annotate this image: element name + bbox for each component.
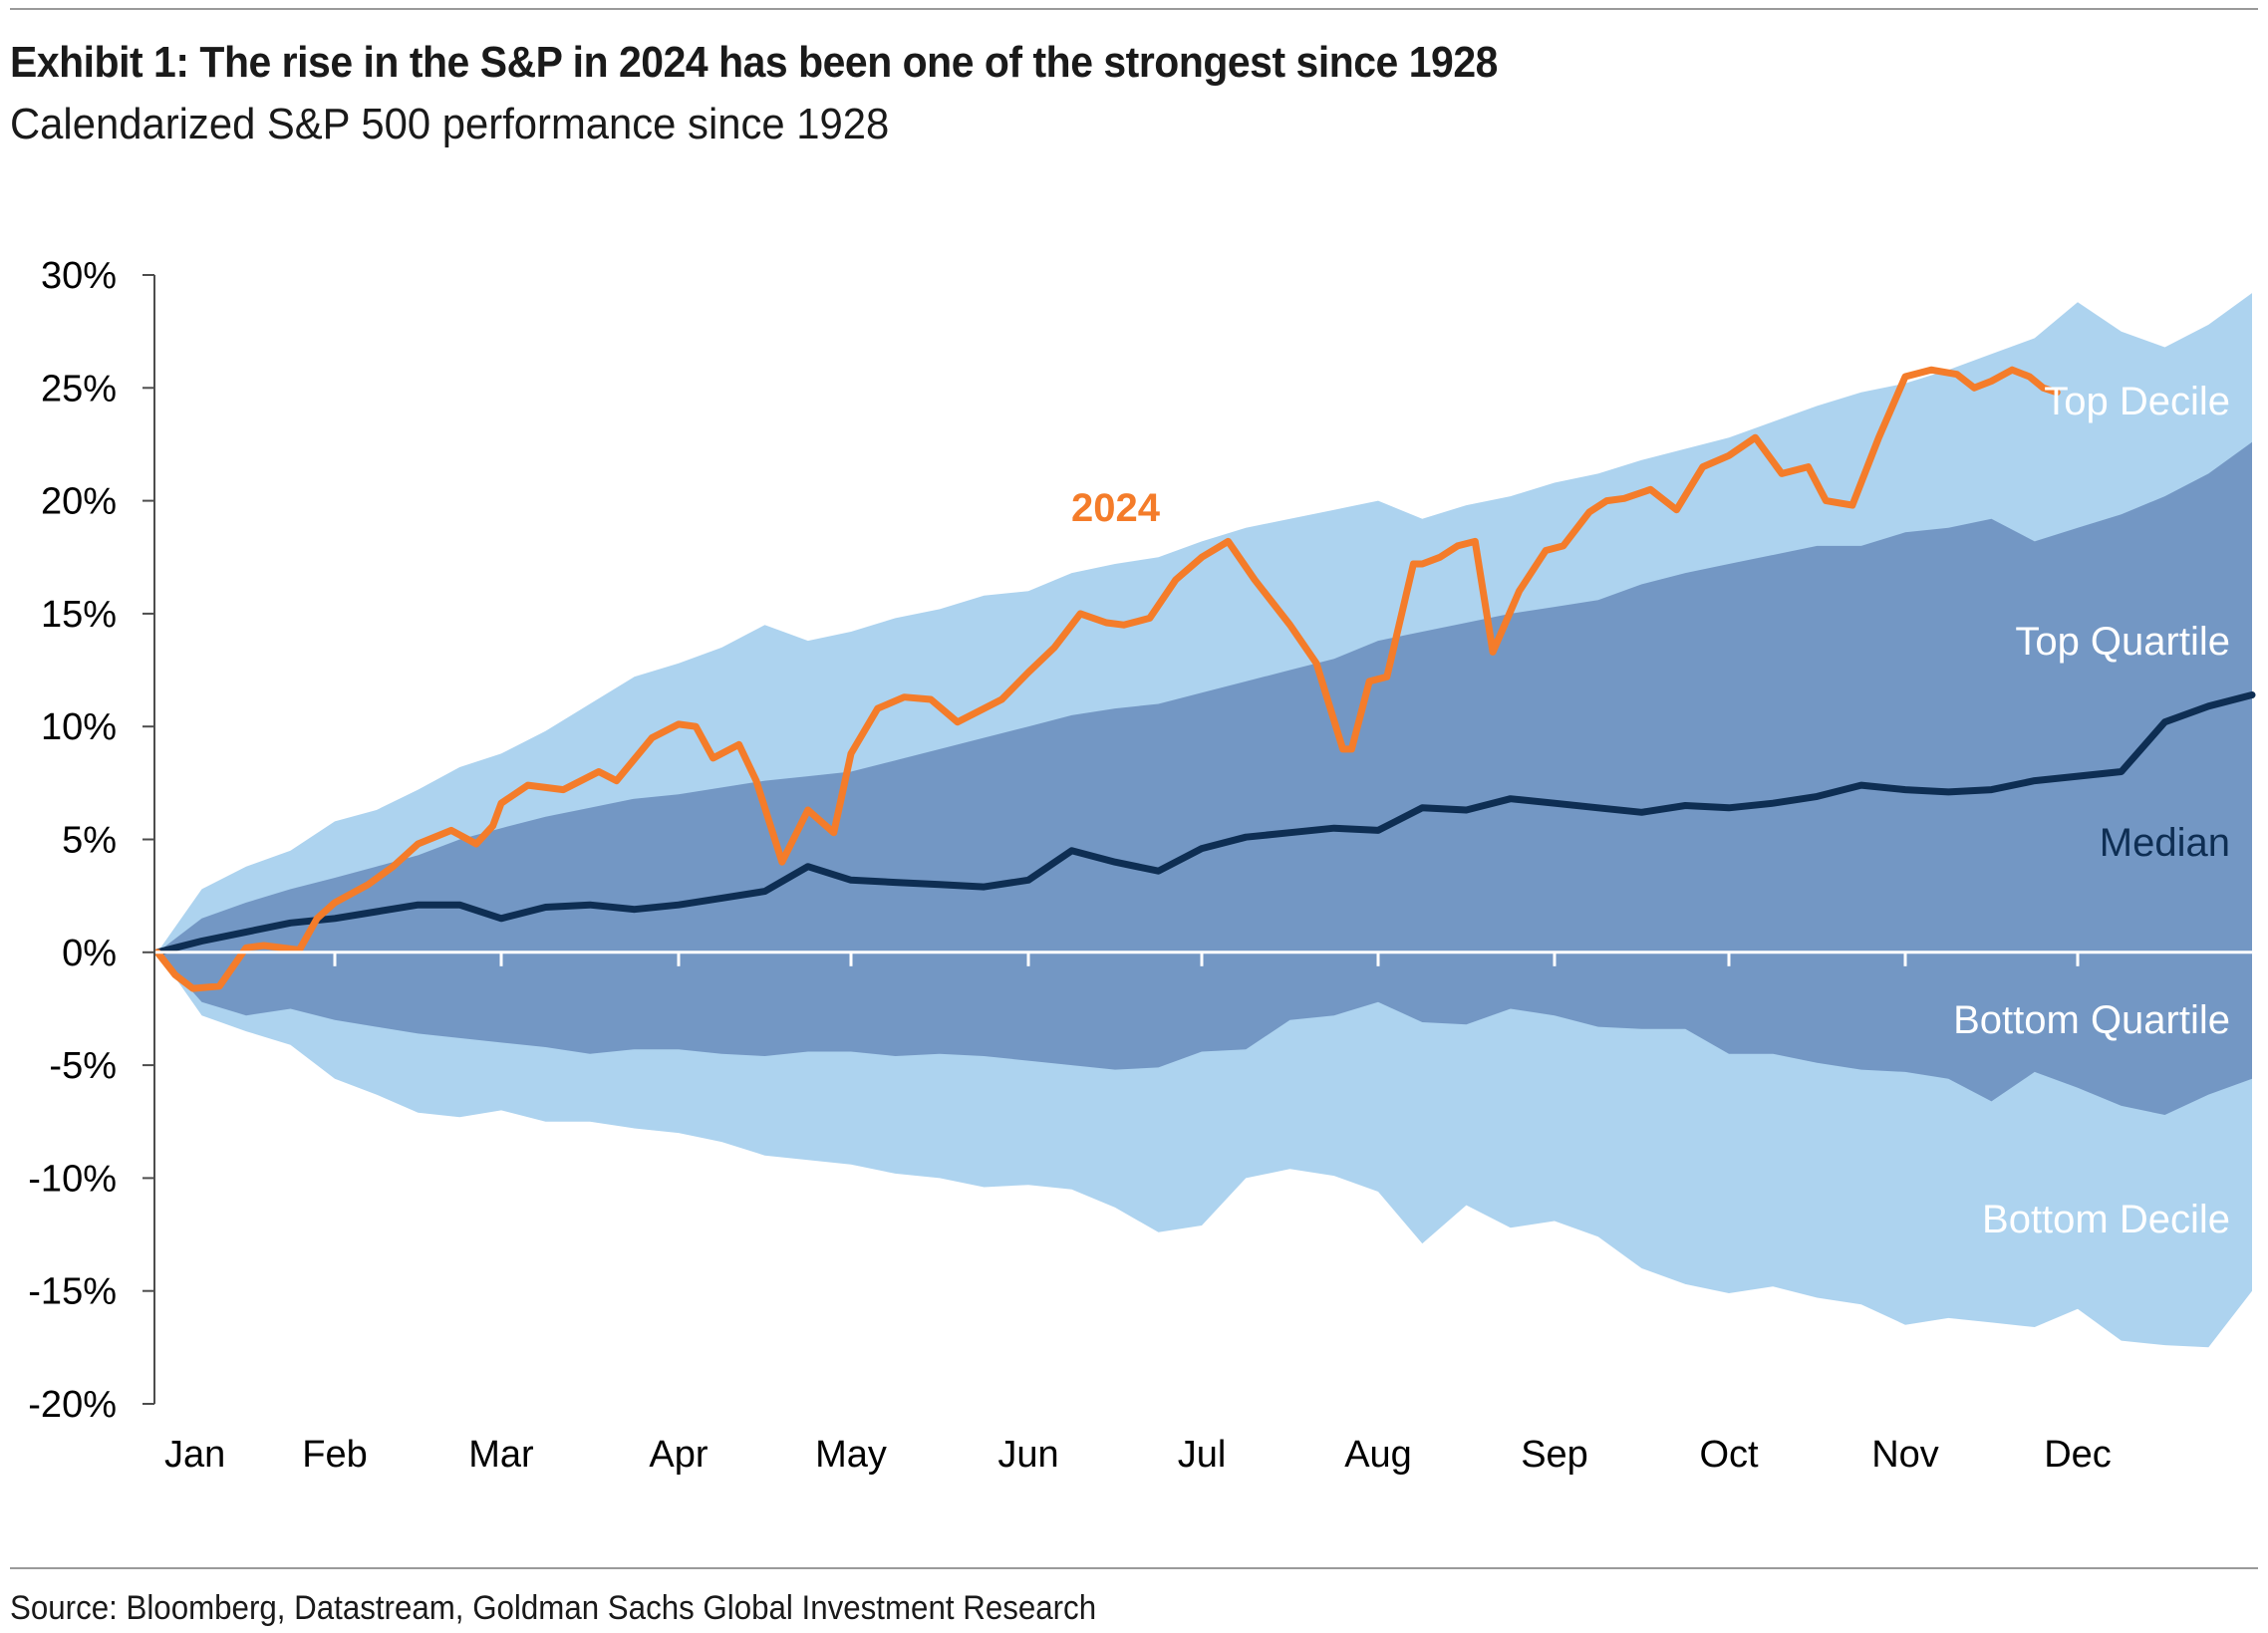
- y-tick-label-0: 30%: [41, 255, 117, 297]
- annotation-2024: 2024: [1071, 486, 1161, 530]
- bottom-rule: [10, 1567, 2258, 1569]
- y-tick-label-8: -10%: [28, 1158, 117, 1200]
- source-note: Source: Bloomberg, Datastream, Goldman S…: [10, 1589, 1097, 1627]
- x-tick-label-may: May: [815, 1434, 887, 1476]
- x-tick-label-jan: Jan: [164, 1434, 225, 1476]
- bottom-decile-label: Bottom Decile: [1982, 1198, 2230, 1241]
- lines-layer: [153, 366, 2256, 992]
- x-tick-label-jun: Jun: [997, 1434, 1058, 1476]
- chart-title: Exhibit 1: The rise in the S&P in 2024 h…: [10, 38, 1498, 87]
- top-quartile-label: Top Quartile: [2015, 620, 2230, 664]
- median-series-line: [153, 691, 2256, 956]
- bands-layer: [157, 293, 2252, 1348]
- y-tick-label-2: 20%: [41, 481, 117, 523]
- y-tick-label-6: 0%: [62, 933, 117, 974]
- x-tick-label-dec: Dec: [2044, 1434, 2112, 1476]
- bottom-quartile-label: Bottom Quartile: [1953, 998, 2230, 1042]
- y-tick-label-10: -20%: [28, 1384, 117, 1426]
- y-tick-label-1: 25%: [41, 368, 117, 409]
- labels-layer: Top Decile Top Quartile Median Bottom Quart…: [1071, 380, 2230, 1241]
- quartile-band-area: [157, 441, 2252, 1115]
- y-tick-label-9: -15%: [28, 1271, 117, 1313]
- x-tick-label-aug: Aug: [1344, 1434, 1412, 1476]
- y-tick-label-3: 15%: [41, 594, 117, 636]
- x-tick-label-apr: Apr: [649, 1434, 708, 1476]
- series-2024-line: [153, 366, 2061, 992]
- x-tick-label-jul: Jul: [1178, 1434, 1227, 1476]
- median-label: Median: [2100, 821, 2230, 865]
- y-tick-label-4: 10%: [41, 706, 117, 748]
- top-decile-label: Top Decile: [2044, 380, 2230, 423]
- x-tick-label-sep: Sep: [1521, 1434, 1588, 1476]
- y-tick-label-7: -5%: [49, 1045, 117, 1087]
- y-tick-label-5: 5%: [62, 820, 117, 862]
- axes-layer: 30% 25% 20% 15% 10% 5% 0% -5% -10% -15% -20% Jan Feb…: [28, 255, 2252, 1476]
- x-tick-label-mar: Mar: [468, 1434, 534, 1476]
- x-tick-label-nov: Nov: [1871, 1434, 1939, 1476]
- x-tick-label-feb: Feb: [302, 1434, 367, 1476]
- x-tick-label-oct: Oct: [1699, 1434, 1759, 1476]
- chart-subtitle: Calendarized S&P 500 performance since 1…: [10, 100, 890, 148]
- top-rule: [10, 8, 2258, 10]
